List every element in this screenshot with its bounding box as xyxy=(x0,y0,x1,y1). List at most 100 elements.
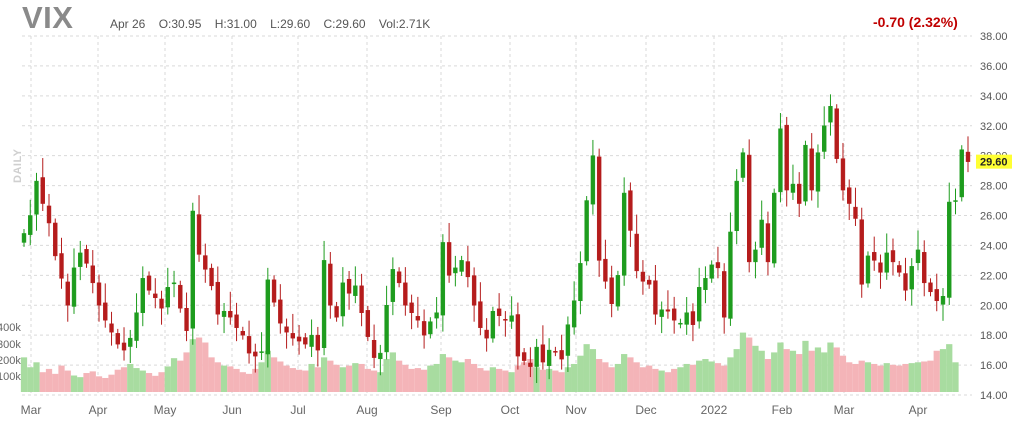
candle-body xyxy=(878,262,883,273)
candle-body xyxy=(521,352,527,361)
volume-bar xyxy=(658,370,665,392)
candle-body xyxy=(571,300,577,328)
candle-body xyxy=(28,215,33,235)
candle-body xyxy=(559,350,564,360)
candle-body xyxy=(865,255,871,284)
candle-body xyxy=(134,312,139,341)
candle-body xyxy=(615,275,621,307)
candle-body xyxy=(228,310,233,318)
volume-bar xyxy=(395,360,403,392)
volume-bar xyxy=(583,344,590,392)
candle-body xyxy=(496,308,502,316)
candle-body xyxy=(709,264,714,279)
candle-body xyxy=(847,187,852,204)
candle-body xyxy=(415,316,421,321)
volume-bar xyxy=(270,357,278,392)
volume-bar xyxy=(496,368,503,392)
volume-bar xyxy=(458,362,465,392)
volume-bar xyxy=(314,367,321,392)
volume-bar xyxy=(552,370,559,392)
candle-body xyxy=(528,362,533,367)
volume-bar xyxy=(477,368,484,392)
candle-body xyxy=(659,309,664,317)
candle-body xyxy=(334,306,339,318)
candle-body xyxy=(822,125,827,152)
volume-bar xyxy=(652,368,659,392)
volume-bar xyxy=(802,340,809,392)
volume-bar xyxy=(177,360,184,392)
volume-bar xyxy=(345,365,353,392)
high-value: H:31.00 xyxy=(214,17,257,31)
candle-body xyxy=(859,219,864,285)
volume-bar xyxy=(877,365,884,392)
candle-body xyxy=(778,128,783,193)
candle-body xyxy=(784,124,789,191)
candle-body xyxy=(215,281,220,315)
volume-bar xyxy=(664,372,672,392)
volume-bar xyxy=(358,363,365,392)
volume-bar xyxy=(564,367,572,392)
volume-bar xyxy=(364,368,371,392)
candle-body xyxy=(121,342,127,351)
candle-body xyxy=(146,275,152,291)
candle-body xyxy=(59,253,64,279)
candle-body xyxy=(90,265,95,284)
candle-body xyxy=(328,263,333,306)
candle-body xyxy=(790,183,796,193)
date-label: Apr 26 xyxy=(110,17,146,31)
candle-body xyxy=(434,312,439,319)
volume-bar xyxy=(445,357,453,392)
candle-body xyxy=(140,278,145,313)
candle-body xyxy=(109,323,114,333)
candle-body xyxy=(240,331,245,336)
candle-body xyxy=(21,233,27,243)
candle-body xyxy=(115,333,120,345)
volume-bar xyxy=(808,350,815,392)
candle-body xyxy=(703,278,708,290)
volume-bar xyxy=(546,368,553,392)
candle-body xyxy=(747,154,752,263)
candle-body xyxy=(515,314,521,357)
volume-bar xyxy=(433,363,440,392)
candle-body xyxy=(872,252,877,261)
volume-bar xyxy=(777,342,784,392)
candle-body xyxy=(653,280,658,315)
volume-bar xyxy=(821,352,828,392)
x-tick-label: Mar xyxy=(21,403,42,417)
volume-bar xyxy=(489,367,496,392)
candle-body xyxy=(665,309,671,312)
candle-body xyxy=(159,298,164,309)
volume-bar xyxy=(558,372,565,392)
volume-bar xyxy=(308,363,315,392)
volume-bar xyxy=(20,357,28,392)
candle-body xyxy=(371,340,377,358)
volume-bar xyxy=(33,362,40,392)
volume-bar xyxy=(152,375,159,392)
candle-body xyxy=(797,183,802,204)
volume-bar xyxy=(627,357,634,392)
volume-axis: 400k 300k 200k 100k xyxy=(0,322,21,383)
volume-bar xyxy=(921,361,928,392)
volume-bar xyxy=(220,365,228,392)
candle-body xyxy=(578,263,583,302)
volume-bar xyxy=(27,367,34,392)
volume-bar xyxy=(714,363,722,392)
volume-bar xyxy=(139,370,146,392)
candle-body xyxy=(884,252,889,273)
volume-bar xyxy=(339,367,346,392)
volume-bar xyxy=(127,363,134,392)
volume-bar xyxy=(483,370,490,392)
volume-bar xyxy=(320,357,328,392)
candle-body xyxy=(78,252,83,267)
volume-bar xyxy=(539,369,547,392)
candle-body xyxy=(271,279,277,303)
volume-bar xyxy=(577,355,584,392)
x-tick-label: Aug xyxy=(356,403,377,417)
volume-bar xyxy=(289,368,296,392)
volume-bar xyxy=(133,368,140,392)
volume-bar xyxy=(264,350,271,392)
y-tick-label: 14.00 xyxy=(980,390,1008,402)
candle-body xyxy=(340,282,346,317)
volume-bar xyxy=(158,372,165,392)
